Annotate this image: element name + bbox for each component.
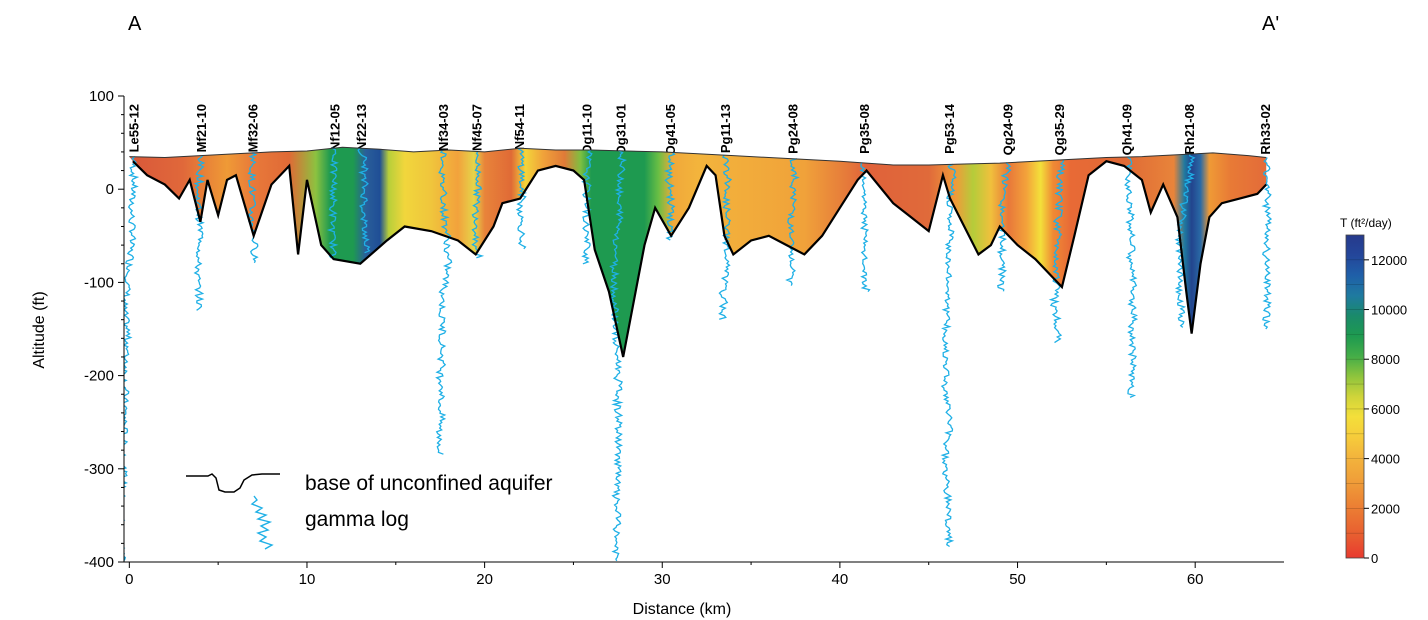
gamma-log-trace: [471, 151, 485, 259]
legend-gamma-log-swatch: [250, 495, 274, 550]
gamma-log-trace: [326, 147, 339, 259]
legend-aquifer-base-swatch: [186, 473, 280, 493]
y-tick-label: 0: [106, 181, 114, 198]
gamma-log-trace: [996, 162, 1012, 292]
colorbar-tick-label: 8000: [1371, 352, 1400, 367]
gamma-logs: [124, 147, 1273, 562]
well-label: Qg24-09: [1001, 104, 1016, 155]
colorbar-tick-label: 2000: [1371, 501, 1400, 516]
well-label: Og31-01: [613, 104, 628, 155]
gamma-log-trace: [940, 163, 957, 548]
gamma-log-trace: [193, 155, 206, 311]
transmissivity-colorbar: T (ft²/day) 0 2000 4000 6000 8000 10000 12000: [1340, 216, 1407, 566]
x-tick-label: 30: [654, 571, 671, 588]
well-label: Mf32-06: [246, 104, 261, 152]
plot-area: [124, 146, 1273, 562]
aquifer-base-line: [132, 160, 1268, 358]
gamma-log-trace: [247, 152, 259, 264]
well-label: Pg24-08: [786, 104, 801, 154]
x-tick-label: 0: [125, 571, 133, 588]
gamma-log-trace: [357, 147, 371, 254]
x-tick-label: 10: [299, 571, 316, 588]
legend: base of unconfined aquifer gamma log: [186, 472, 553, 550]
colorbar-tick-label: 4000: [1371, 452, 1400, 467]
gamma-log-trace: [435, 149, 453, 455]
legend-aquifer-base-label: base of unconfined aquifer: [305, 472, 553, 495]
well-label: Og11-10: [580, 104, 595, 155]
axes: 0 10 20 30 40 50 60 100 0 -100 -200 -300 -400: [84, 88, 1284, 588]
x-axis-title: Distance (km): [633, 601, 732, 618]
gamma-log-trace: [718, 154, 733, 320]
gamma-log-trace: [1174, 154, 1196, 328]
y-tick-label: -200: [84, 368, 114, 385]
gamma-log-trace: [515, 147, 528, 250]
gamma-log-trace: [1048, 159, 1066, 344]
well-label: Pg53-14: [942, 103, 957, 154]
colorbar-title: T (ft²/day): [1340, 216, 1392, 230]
well-label: Rh33-02: [1258, 104, 1273, 155]
well-label: Nf54-11: [512, 104, 527, 150]
y-tick-label: -300: [84, 461, 114, 478]
y-tick-label: 100: [89, 88, 114, 105]
x-tick-label: 20: [476, 571, 493, 588]
x-tick-label: 60: [1187, 571, 1204, 588]
well-label: Nf12-05: [327, 104, 342, 151]
well-label: Mf21-10: [194, 104, 209, 152]
colorbar-tick-label: 0: [1371, 551, 1378, 566]
well-label: Og41-05: [663, 104, 678, 155]
well-label: Nf34-03: [436, 104, 451, 151]
aquifer-fill: [129, 147, 1267, 357]
section-start-label: A: [128, 13, 142, 35]
y-tick-label: -400: [84, 554, 114, 571]
well-label: Le55-12: [127, 104, 142, 152]
gamma-log-trace: [609, 150, 628, 562]
well-label: Nf22-13: [354, 104, 369, 151]
well-labels: Le55-12 Mf21-10 Mf32-06 Nf12-05 Nf22-13 Nf34-…: [127, 103, 1274, 155]
gamma-log-trace: [663, 151, 676, 241]
colorbar-ticks: 0 2000 4000 6000 8000 10000 12000: [1346, 253, 1407, 566]
well-label: Pg35-08: [857, 104, 872, 154]
well-label: Nf45-07: [470, 104, 485, 151]
gamma-log-trace: [124, 156, 140, 562]
gamma-log-trace: [785, 158, 800, 286]
well-label: Qh41-09: [1120, 104, 1135, 155]
well-label: Rh21-08: [1182, 104, 1197, 155]
well-label: Pg11-13: [718, 104, 733, 153]
gamma-log-trace: [581, 149, 593, 265]
gamma-log-trace: [859, 162, 871, 293]
colorbar-tick-label: 10000: [1371, 303, 1407, 318]
land-surface-line: [129, 146, 1267, 166]
x-tick-label: 50: [1009, 571, 1026, 588]
y-tick-label: -100: [84, 274, 114, 291]
colorbar-gradient: [1345, 234, 1365, 559]
well-label: Qg35-29: [1052, 104, 1067, 155]
colorbar-tick-label: 12000: [1371, 253, 1407, 268]
y-axis-title: Altitude (ft): [31, 291, 48, 368]
x-tick-label: 40: [832, 571, 849, 588]
gamma-log-trace: [1124, 156, 1139, 398]
section-end-label: A': [1262, 13, 1279, 35]
gamma-log-trace: [1261, 157, 1273, 330]
colorbar-tick-label: 6000: [1371, 402, 1400, 417]
legend-gamma-log-label: gamma log: [305, 508, 409, 531]
